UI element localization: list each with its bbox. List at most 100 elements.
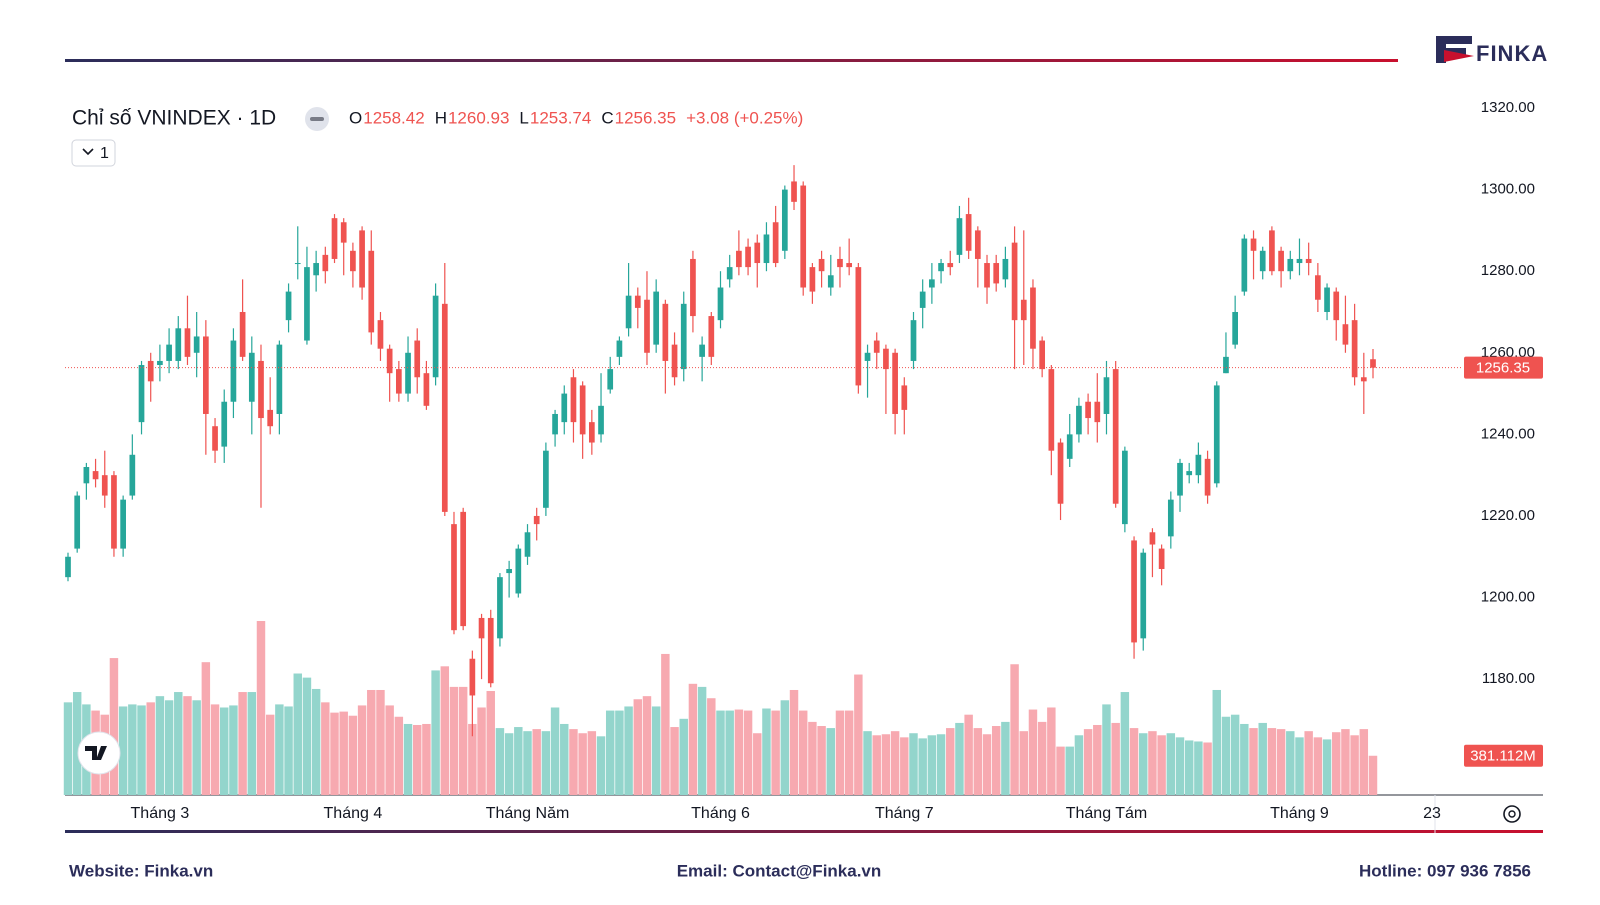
volume-bar [275, 704, 284, 795]
candle-body [478, 617, 485, 639]
volume-bar [155, 696, 165, 795]
candle-body [561, 393, 568, 423]
candle-body [515, 548, 522, 594]
volume-bar [495, 728, 505, 795]
volume-bar [900, 737, 909, 795]
volume-bar [302, 677, 312, 795]
candle-body [965, 214, 972, 251]
volume-bar [1212, 689, 1221, 795]
y-tick-label: 1280.00 [1481, 262, 1535, 279]
candle-body [313, 263, 319, 276]
candle-body [708, 316, 715, 357]
candle-body [901, 385, 908, 410]
volume-bar [688, 683, 698, 795]
candle-body [579, 385, 586, 435]
volume-bar [762, 708, 771, 795]
candle-body [331, 218, 338, 259]
y-tick-label: 1320.00 [1481, 99, 1535, 116]
volume-bar [881, 734, 891, 795]
candle-body [984, 263, 990, 288]
logo-flag [1444, 50, 1474, 62]
candle-body [1030, 287, 1036, 349]
candle-body [837, 258, 843, 268]
volume-bar [523, 731, 532, 795]
candle-body [1094, 401, 1101, 423]
candle-body [745, 246, 751, 268]
candle-body [322, 254, 329, 272]
volume-bar [311, 688, 321, 795]
volume-bar [192, 700, 201, 795]
x-tick-label: Tháng 4 [324, 805, 383, 822]
candle-body [230, 340, 237, 402]
candle-body [460, 511, 467, 627]
candle-body [1039, 340, 1046, 370]
candle-body [147, 360, 154, 382]
volume-bar [1194, 741, 1203, 795]
candle-body [1351, 320, 1358, 378]
y-tick-label: 1240.00 [1481, 425, 1535, 442]
candle-body [1315, 275, 1321, 300]
volume-bar [670, 727, 679, 795]
volume-bar [946, 728, 955, 795]
volume-bar [1028, 709, 1038, 795]
candle-body [690, 258, 696, 317]
footer-website: Website: Finka.vn [69, 861, 213, 880]
volume-bar [909, 733, 918, 795]
ohlc-value: 1253.74 [530, 108, 591, 127]
candle-body [203, 336, 209, 414]
candle-body [1241, 238, 1248, 292]
ohlc-letter: L [519, 108, 528, 127]
plot-area: 1180.00 1200.00 1220.00 1240.00 1260.00 1280.… [63, 99, 1535, 822]
candle-body [166, 344, 172, 361]
candle-body [671, 344, 678, 378]
volume-bar [1221, 716, 1231, 795]
candle-body [1122, 450, 1128, 525]
candle-body [644, 299, 650, 353]
volume-bar [1267, 728, 1277, 795]
tv-glyph [85, 746, 107, 760]
volume-bar [128, 704, 137, 795]
x-tick-label: Tháng 7 [875, 805, 934, 822]
future-label: 23 [1423, 805, 1441, 822]
candle-body [543, 450, 549, 508]
bottom-rule [65, 830, 1543, 833]
candle-body [239, 311, 246, 357]
volume-bar [569, 729, 578, 795]
volume-bar [780, 700, 790, 795]
volume-bar [633, 699, 643, 795]
volume-bar [1322, 739, 1332, 795]
volume-bar [578, 733, 587, 795]
volume-bar [771, 710, 780, 795]
x-tick-label: Tháng 6 [691, 805, 750, 822]
volume-tag [1464, 744, 1543, 767]
last-price-tag [1464, 356, 1543, 379]
collapse-button[interactable] [71, 139, 116, 167]
volume-bar [486, 691, 495, 795]
volume-bar [431, 670, 440, 795]
volume-bar [339, 711, 348, 795]
candle-body [772, 222, 779, 264]
candle-body [285, 291, 292, 321]
volume-bar [1056, 746, 1065, 795]
volume-bar [982, 734, 992, 795]
volume-bar [1240, 723, 1249, 795]
candle-body [1131, 540, 1137, 643]
volume-bar [330, 712, 339, 795]
candle-body [588, 422, 595, 443]
volume-bar [164, 700, 174, 795]
volume-bar [265, 714, 275, 795]
chevron [82, 148, 94, 156]
volume-bar [964, 714, 973, 795]
volume-bar [220, 707, 229, 795]
volume-bar [1350, 735, 1359, 795]
volume-bar [918, 738, 927, 795]
candle-body [763, 234, 770, 264]
volume-bar [651, 706, 661, 795]
volume-bar [1037, 721, 1047, 795]
volume-bar [532, 729, 541, 795]
volume-bar [72, 692, 82, 795]
settings-icon[interactable] [1503, 805, 1521, 823]
volume-bar [1001, 721, 1010, 795]
volume-bar [1286, 731, 1295, 795]
